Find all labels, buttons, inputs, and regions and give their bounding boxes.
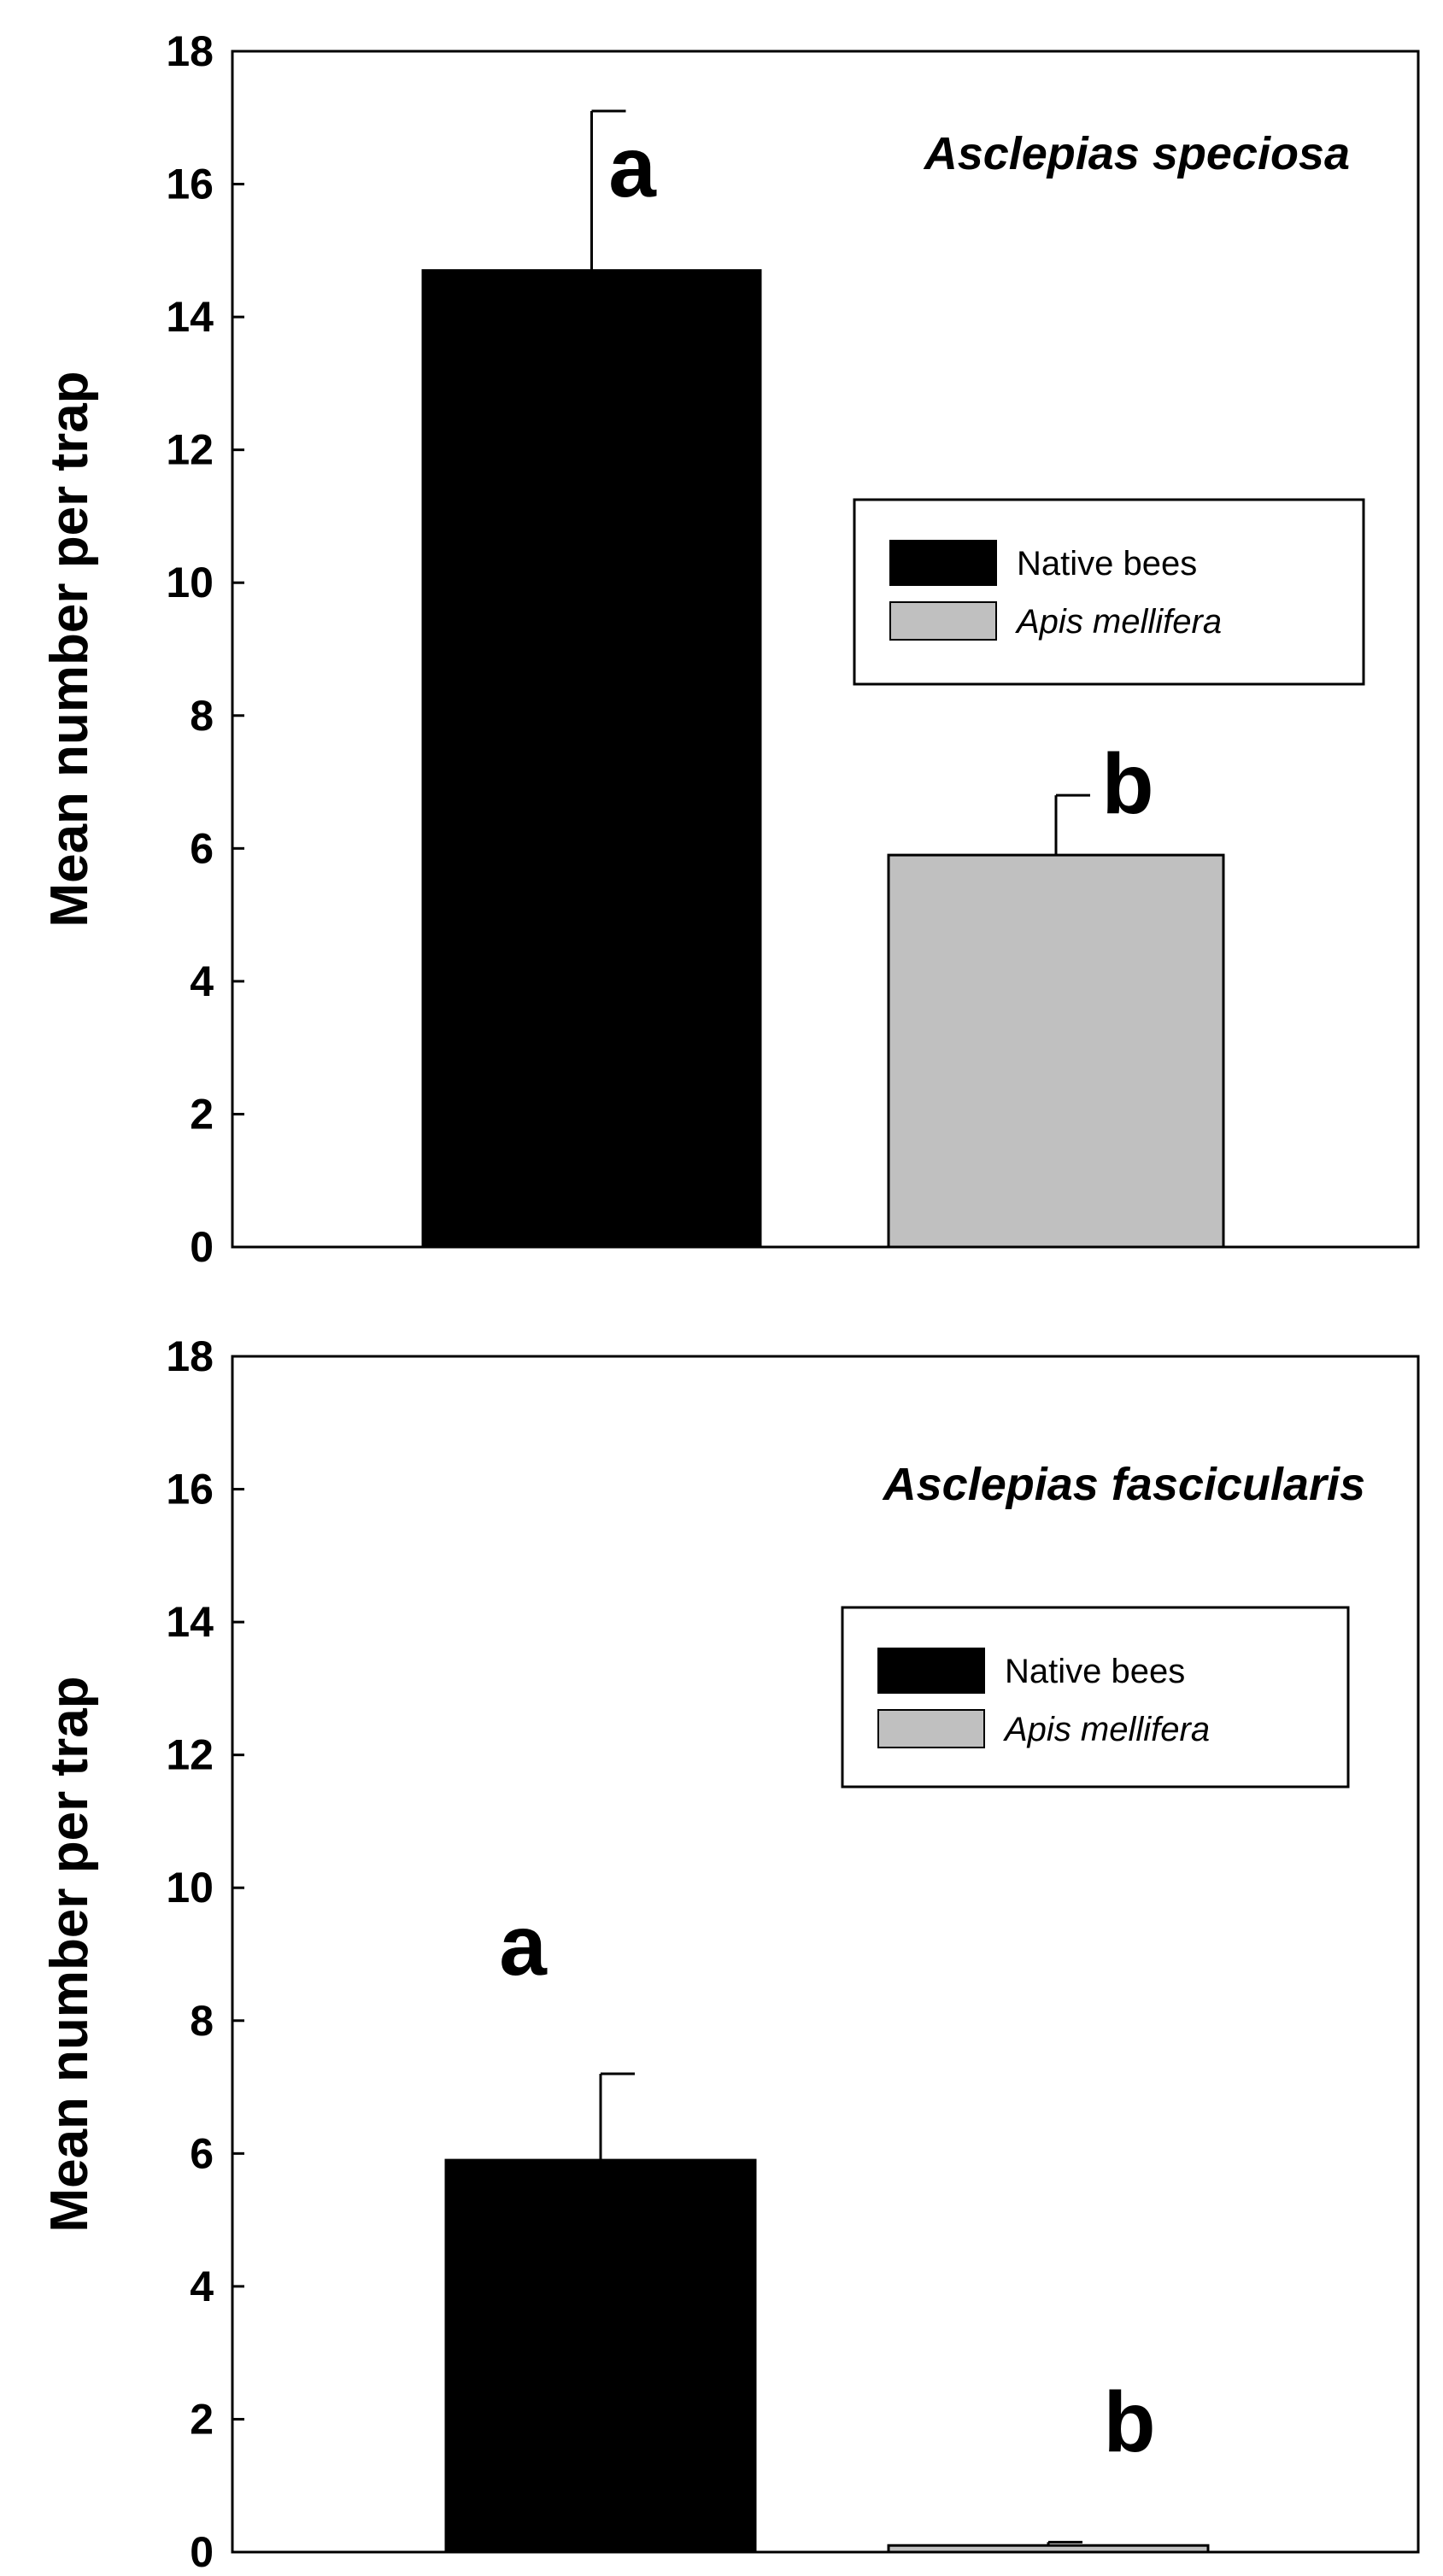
y-tick-label: 14: [166, 293, 214, 341]
chart-panel-speciosa: 0 2 4 6 8 10 12 14 16 18 Mean number per trap a b Asc…: [40, 27, 1420, 1271]
y-tick-label: 8: [190, 1997, 214, 2045]
y-tick-label: 4: [190, 957, 214, 1005]
legend-box: [841, 1606, 1350, 1789]
chart-title: Asclepias fascicularis: [882, 1459, 1365, 1510]
chart-panel-fascicularis: 0 2 4 6 8 10 12 14 16 18 Mean number per trap a b Asc…: [40, 1332, 1420, 2576]
legend-label: Apis mellifera: [1003, 1711, 1210, 1748]
y-tick-label: 6: [190, 2129, 214, 2177]
legend-label: Apis mellifera: [1015, 603, 1222, 641]
y-tick-label: 10: [166, 559, 214, 606]
legend-swatch: [889, 540, 997, 586]
legend-swatch: [889, 601, 997, 641]
y-tick-label: 2: [190, 1090, 214, 1138]
significance-letter: a: [499, 1898, 548, 1993]
y-tick-label: 4: [190, 2263, 214, 2310]
y-tick-label: 6: [190, 824, 214, 872]
significance-letter: b: [1101, 736, 1153, 832]
significance-letter: b: [1103, 2374, 1155, 2470]
y-tick-label: 16: [166, 161, 214, 208]
y-tick-label: 18: [166, 1332, 214, 1380]
y-tick-label: 0: [190, 2528, 214, 2576]
y-tick-label: 16: [166, 1466, 214, 1513]
bar-native-bees: [444, 2158, 757, 2554]
significance-letter: a: [608, 120, 657, 215]
legend-swatch: [877, 1709, 985, 1748]
y-tick-label: 14: [166, 1598, 214, 1646]
y-axis-label: Mean number per trap: [40, 371, 99, 927]
y-tick-label: 2: [190, 2395, 214, 2443]
legend-label: Native bees: [1005, 1653, 1185, 1690]
y-tick-label: 8: [190, 692, 214, 740]
bar-apis-mellifera: [887, 2544, 1210, 2554]
bar-native-bees: [421, 269, 762, 1249]
y-tick-label: 10: [166, 1864, 214, 1912]
legend-box: [853, 498, 1365, 686]
legend-label: Native bees: [1017, 545, 1197, 583]
chart-title: Asclepias speciosa: [923, 128, 1350, 179]
y-tick-label: 0: [190, 1223, 214, 1271]
bar-apis-mellifera: [887, 853, 1225, 1249]
y-tick-label: 12: [166, 1731, 214, 1779]
plot-frame: [231, 50, 1420, 1249]
y-axis-label: Mean number per trap: [40, 1676, 99, 2232]
legend-swatch: [877, 1648, 985, 1694]
y-tick-label: 18: [166, 27, 214, 75]
plot-frame: [231, 1355, 1420, 2554]
y-tick-label: 12: [166, 426, 214, 474]
